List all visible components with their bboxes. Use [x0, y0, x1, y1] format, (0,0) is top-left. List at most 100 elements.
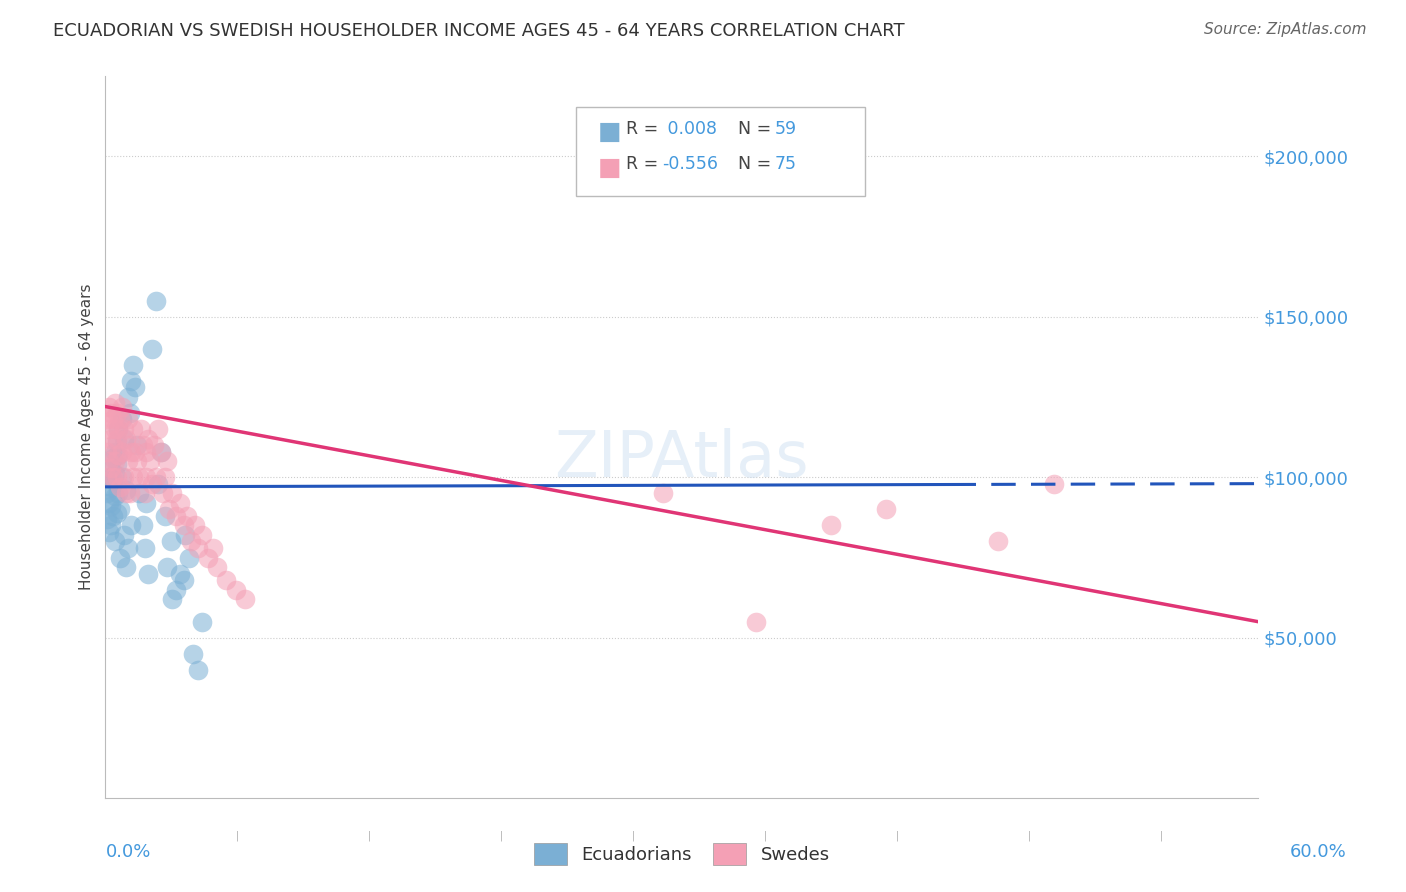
- Point: [96, 512, 118, 526]
- Point: [820, 518, 842, 533]
- Text: 75: 75: [775, 155, 797, 173]
- Text: 60.0%: 60.0%: [1291, 843, 1347, 861]
- Point: [162, 592, 184, 607]
- Point: [191, 528, 214, 542]
- Legend: Ecuadorians, Swedes: Ecuadorians, Swedes: [527, 836, 837, 872]
- Point: [98, 454, 121, 468]
- Point: [107, 486, 129, 500]
- Point: [107, 448, 129, 462]
- Point: [112, 528, 135, 542]
- Text: |: |: [1028, 830, 1031, 841]
- Point: [112, 470, 135, 484]
- Point: [156, 454, 179, 468]
- Point: [100, 460, 122, 475]
- Point: [101, 470, 124, 484]
- Point: [100, 518, 122, 533]
- Point: [105, 406, 128, 420]
- Point: [122, 470, 145, 484]
- Point: [169, 496, 191, 510]
- Point: [152, 486, 174, 500]
- Text: 59: 59: [775, 120, 797, 137]
- Point: [121, 518, 143, 533]
- Point: [121, 374, 143, 388]
- Point: [98, 524, 121, 539]
- Point: [129, 422, 152, 436]
- Point: [104, 444, 127, 458]
- Point: [128, 486, 150, 500]
- Point: [111, 470, 134, 484]
- Point: [112, 422, 135, 436]
- Point: [101, 412, 124, 426]
- Point: [105, 458, 128, 472]
- Point: [134, 486, 156, 500]
- Point: [101, 438, 124, 452]
- Point: [104, 454, 127, 468]
- Point: [105, 434, 128, 449]
- Point: [169, 566, 191, 581]
- Point: [117, 541, 139, 555]
- Point: [111, 400, 134, 414]
- Point: [122, 358, 145, 372]
- Point: [233, 592, 256, 607]
- Text: |: |: [368, 830, 371, 841]
- Point: [141, 476, 163, 491]
- Text: ZIPAtlas: ZIPAtlas: [554, 428, 810, 490]
- Point: [135, 470, 157, 484]
- Point: [131, 518, 153, 533]
- Point: [101, 450, 124, 465]
- Point: [135, 444, 157, 458]
- Point: [112, 432, 135, 446]
- Y-axis label: Householder Income Ages 45 - 64 years: Householder Income Ages 45 - 64 years: [79, 284, 94, 591]
- Point: [142, 438, 165, 452]
- Point: [104, 467, 127, 481]
- Text: N =: N =: [738, 155, 778, 173]
- Point: [96, 470, 118, 484]
- Point: [96, 444, 118, 458]
- Point: [136, 432, 159, 446]
- Point: [125, 454, 148, 468]
- Point: [181, 647, 204, 661]
- Point: [156, 560, 179, 574]
- Point: [118, 486, 141, 500]
- Text: |: |: [236, 830, 239, 841]
- Point: [100, 480, 122, 494]
- Point: [652, 486, 675, 500]
- Point: [157, 502, 180, 516]
- Point: [159, 534, 181, 549]
- Point: [165, 508, 187, 523]
- Text: -0.556: -0.556: [662, 155, 718, 173]
- Text: 0.0%: 0.0%: [105, 843, 150, 861]
- Point: [107, 422, 129, 436]
- Point: [104, 422, 127, 436]
- Point: [215, 573, 238, 587]
- Point: [135, 496, 157, 510]
- Point: [105, 432, 128, 446]
- Point: [146, 422, 169, 436]
- Point: [176, 508, 198, 523]
- Point: [173, 573, 195, 587]
- Point: [745, 615, 768, 629]
- Point: [115, 560, 138, 574]
- Point: [173, 518, 195, 533]
- Point: [125, 438, 148, 452]
- Text: |: |: [763, 830, 768, 841]
- Point: [115, 486, 138, 500]
- Point: [197, 550, 219, 565]
- Point: [875, 502, 897, 516]
- Point: [107, 422, 129, 436]
- Point: [124, 380, 146, 394]
- Point: [96, 486, 118, 500]
- Text: R =: R =: [626, 120, 664, 137]
- Point: [104, 396, 127, 410]
- Point: [128, 470, 150, 484]
- Point: [131, 438, 153, 452]
- Text: N =: N =: [738, 120, 778, 137]
- Text: Source: ZipAtlas.com: Source: ZipAtlas.com: [1204, 22, 1367, 37]
- Point: [179, 550, 201, 565]
- Point: [121, 444, 143, 458]
- Point: [98, 470, 121, 484]
- Point: [1043, 476, 1066, 491]
- Point: [145, 293, 167, 308]
- Text: ECUADORIAN VS SWEDISH HOUSEHOLDER INCOME AGES 45 - 64 YEARS CORRELATION CHART: ECUADORIAN VS SWEDISH HOUSEHOLDER INCOME…: [53, 22, 905, 40]
- Text: 0.008: 0.008: [662, 120, 717, 137]
